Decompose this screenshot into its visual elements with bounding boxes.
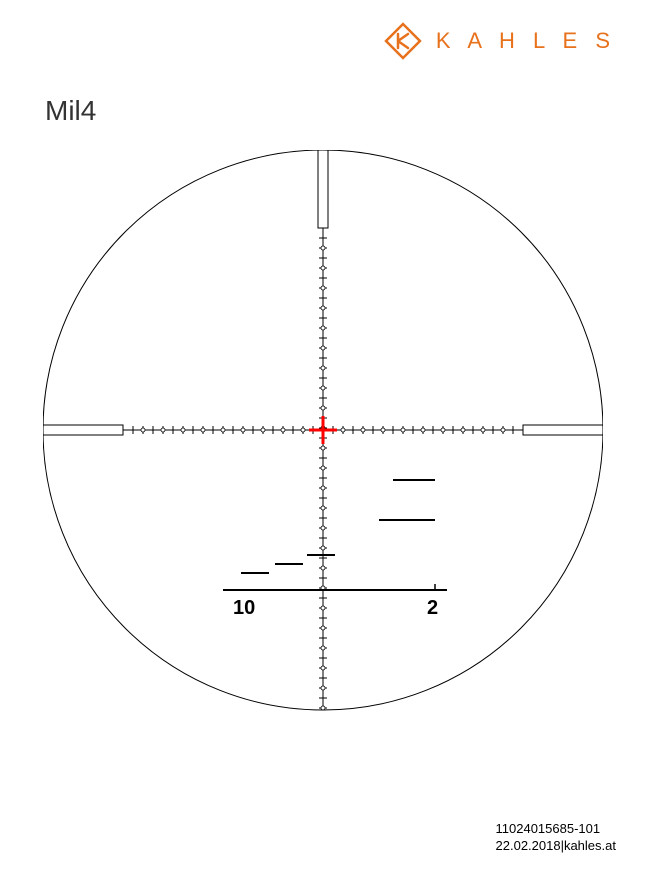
footer-info: 11024015685-101 22.02.2018|kahles.at	[496, 821, 616, 855]
reticle-title: Mil4	[45, 95, 96, 127]
reticle-diagram: 10 2	[43, 150, 603, 735]
brand-logo: K A H L E S	[382, 20, 616, 62]
svg-text:2: 2	[427, 597, 438, 619]
svg-text:10: 10	[233, 597, 255, 619]
footer-code: 11024015685-101	[496, 821, 616, 838]
footer-date: 22.02.2018|kahles.at	[496, 838, 616, 855]
brand-name: K A H L E S	[436, 28, 616, 54]
logo-diamond-icon	[382, 20, 424, 62]
